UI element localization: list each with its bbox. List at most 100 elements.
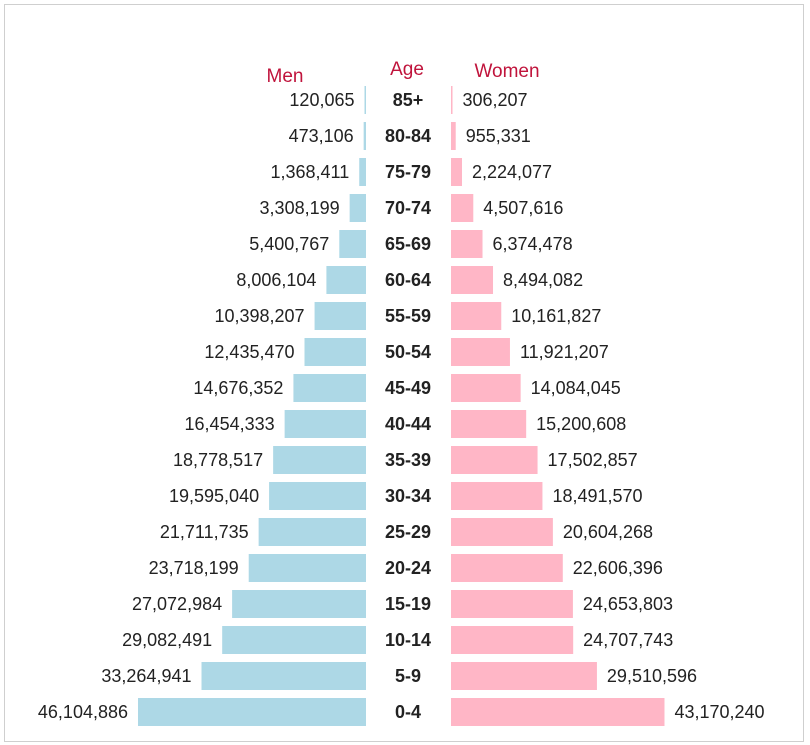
age-group-row: 16,454,333 15,200,608 40-44: [185, 410, 626, 438]
women-bar: [451, 410, 527, 438]
men-value-label: 18,778,517: [173, 450, 263, 470]
men-value-label: 8,006,104: [236, 270, 316, 290]
men-value-label: 46,104,886: [38, 702, 128, 722]
men-value-label: 23,718,199: [149, 558, 239, 578]
age-group-row: 27,072,984 24,653,803 15-19: [132, 590, 673, 618]
men-value-label: 120,065: [289, 90, 354, 110]
age-group-row: 12,435,470 11,921,207 50-54: [204, 338, 609, 366]
women-value-label: 17,502,857: [548, 450, 638, 470]
age-group-label: 20-24: [385, 558, 431, 578]
men-bar: [201, 662, 366, 690]
men-bar: [232, 590, 366, 618]
men-value-label: 5,400,767: [249, 234, 329, 254]
women-bar: [451, 158, 462, 186]
men-value-label: 14,676,352: [193, 378, 283, 398]
men-bar: [359, 158, 366, 186]
age-group-label: 80-84: [385, 126, 431, 146]
age-header: Age: [390, 59, 424, 80]
men-value-label: 19,595,040: [169, 486, 259, 506]
men-value-label: 3,308,199: [260, 198, 340, 218]
women-bar: [451, 86, 453, 114]
women-header: Women: [474, 61, 539, 82]
age-group-row: 21,711,735 20,604,268 25-29: [160, 518, 653, 546]
age-group-label: 65-69: [385, 234, 431, 254]
women-value-label: 955,331: [466, 126, 531, 146]
women-value-label: 22,606,396: [573, 558, 663, 578]
men-bar: [273, 446, 366, 474]
men-header: Men: [267, 66, 304, 87]
men-value-label: 27,072,984: [132, 594, 222, 614]
women-value-label: 29,510,596: [607, 666, 697, 686]
men-value-label: 16,454,333: [185, 414, 275, 434]
age-group-label: 60-64: [385, 270, 431, 290]
age-group-row: 19,595,040 18,491,570 30-34: [169, 482, 643, 510]
age-group-label: 45-49: [385, 378, 431, 398]
women-value-label: 14,084,045: [531, 378, 621, 398]
women-value-label: 306,207: [463, 90, 528, 110]
age-group-row: 1,368,411 2,224,077 75-79: [270, 158, 552, 186]
age-group-label: 55-59: [385, 306, 431, 326]
age-group-row: 23,718,199 22,606,396 20-24: [149, 554, 663, 582]
women-bar: [451, 626, 574, 654]
age-group-label: 30-34: [385, 486, 431, 506]
age-group-row: 33,264,941 29,510,596 5-9: [101, 662, 697, 690]
age-group-row: 473,106 955,331 80-84: [289, 122, 531, 150]
women-bar: [451, 518, 553, 546]
women-bar: [451, 122, 456, 150]
men-bar: [284, 410, 366, 438]
men-value-label: 21,711,735: [160, 522, 249, 542]
age-group-label: 10-14: [385, 630, 431, 650]
age-group-row: 3,308,199 4,507,616 70-74: [260, 194, 563, 222]
age-group-row: 29,082,491 24,707,743 10-14: [122, 626, 673, 654]
men-bar: [304, 338, 366, 366]
men-value-label: 33,264,941: [101, 666, 191, 686]
age-group-label: 0-4: [395, 702, 421, 722]
women-bar: [451, 266, 494, 294]
men-bar: [314, 302, 366, 330]
men-bar: [339, 230, 366, 258]
age-group-row: 10,398,207 10,161,827 55-59: [214, 302, 601, 330]
pyramid-rows: 120,065 306,207 85+ 473,106 955,331 80-84 1,36…: [38, 86, 765, 726]
men-bar: [248, 554, 366, 582]
women-value-label: 20,604,268: [563, 522, 653, 542]
age-group-row: 120,065 306,207 85+: [289, 86, 528, 114]
women-bar: [451, 590, 573, 618]
women-value-label: 4,507,616: [483, 198, 563, 218]
chart-frame: [4, 4, 804, 742]
men-bar: [363, 122, 366, 150]
men-bar: [364, 86, 366, 114]
men-bar: [269, 482, 366, 510]
men-bar: [293, 374, 366, 402]
women-bar: [451, 374, 521, 402]
men-bar: [222, 626, 366, 654]
women-bar: [451, 194, 474, 222]
women-bar: [451, 482, 543, 510]
age-group-row: 18,778,517 17,502,857 35-39: [173, 446, 638, 474]
women-bar: [451, 338, 510, 366]
men-bar: [326, 266, 366, 294]
women-bar: [451, 554, 563, 582]
women-bar: [451, 662, 597, 690]
women-bar: [451, 698, 665, 726]
women-value-label: 8,494,082: [503, 270, 583, 290]
age-group-row: 46,104,886 43,170,240 0-4: [38, 698, 765, 726]
men-value-label: 10,398,207: [214, 306, 304, 326]
women-value-label: 24,653,803: [583, 594, 673, 614]
men-bar: [258, 518, 366, 546]
age-group-label: 50-54: [385, 342, 431, 362]
age-group-label: 75-79: [385, 162, 431, 182]
women-value-label: 10,161,827: [511, 306, 601, 326]
women-value-label: 2,224,077: [472, 162, 552, 182]
age-group-row: 5,400,767 6,374,478 65-69: [249, 230, 573, 258]
women-bar: [451, 302, 502, 330]
men-value-label: 1,368,411: [270, 162, 349, 182]
women-value-label: 43,170,240: [674, 702, 764, 722]
women-value-label: 15,200,608: [536, 414, 626, 434]
men-value-label: 12,435,470: [204, 342, 294, 362]
women-bar: [451, 446, 538, 474]
men-value-label: 29,082,491: [122, 630, 212, 650]
age-group-label: 5-9: [395, 666, 421, 686]
women-value-label: 11,921,207: [520, 342, 609, 362]
age-group-row: 14,676,352 14,084,045 45-49: [193, 374, 621, 402]
